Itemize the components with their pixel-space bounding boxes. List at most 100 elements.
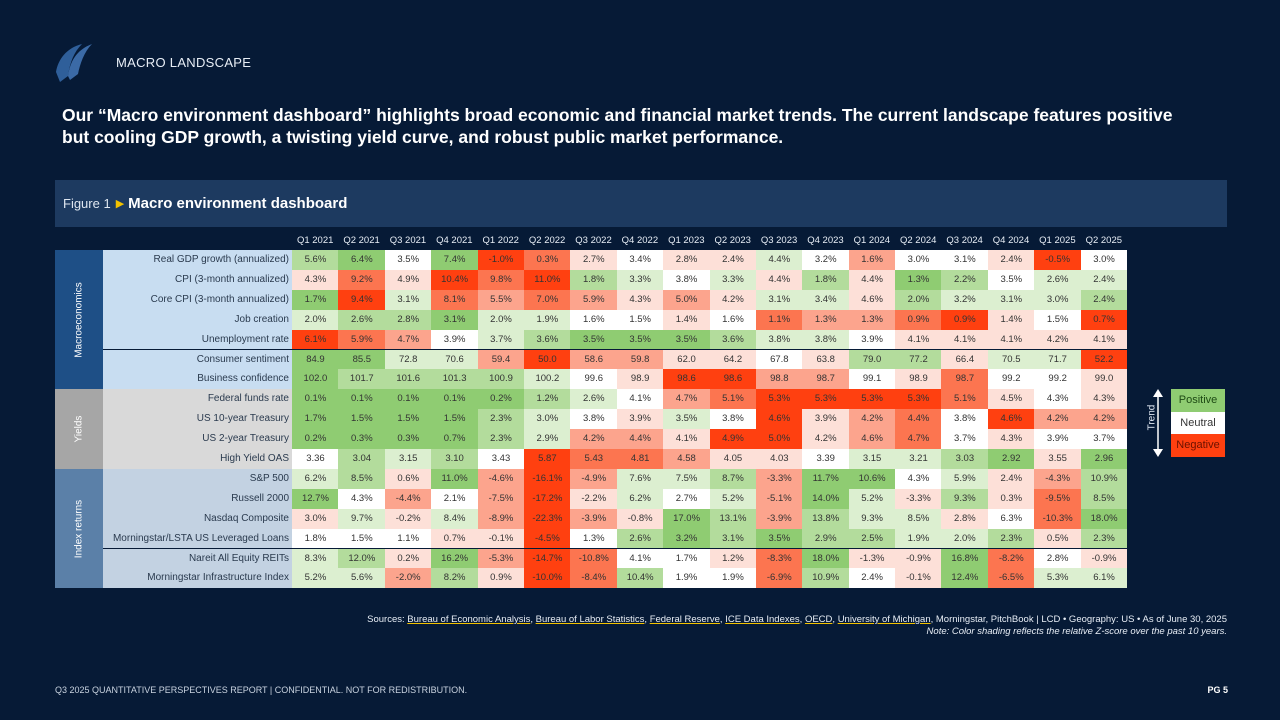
table-cell: 3.2% — [663, 528, 710, 549]
table-cell: 63.8 — [802, 349, 850, 370]
table-cell: 1.6% — [848, 250, 896, 270]
table-cell: -16.1% — [523, 468, 571, 489]
table-cell: 3.8% — [570, 409, 618, 430]
table-cell: 70.5 — [987, 349, 1035, 370]
table-cell: 5.5% — [477, 289, 525, 310]
table-cell: 18.0% — [802, 548, 850, 569]
source-link-bls[interactable]: Bureau of Labor Statistics — [535, 614, 645, 625]
table-cell: 1.9% — [895, 528, 942, 549]
table-cell: 2.8% — [1034, 548, 1082, 569]
table-cell: 5.2% — [709, 488, 757, 509]
table-cell: -5.3% — [477, 548, 525, 569]
figure-title: Macro environment dashboard — [128, 195, 348, 212]
column-header: Q3 2023 — [760, 235, 798, 246]
table-cell: -3.3% — [895, 488, 942, 509]
column-header: Q4 2024 — [992, 235, 1030, 246]
table-cell: -10.3% — [1034, 508, 1082, 529]
table-cell: 0.3% — [338, 429, 386, 449]
table-cell: 2.4% — [1080, 289, 1128, 310]
table-cell: 70.6 — [431, 349, 479, 370]
table-cell: 2.0% — [477, 309, 525, 330]
table-cell: 3.1% — [431, 309, 479, 330]
row-label: CPI (3-month annualized) — [103, 269, 292, 290]
table-cell: 4.3% — [1080, 389, 1128, 410]
table-cell: 3.5% — [616, 329, 664, 350]
table-cell: 2.3% — [1080, 528, 1128, 549]
group-label-yields: Yields — [55, 389, 103, 469]
table-cell: 3.15 — [848, 449, 896, 469]
source-link-umich[interactable]: University of Michigan — [837, 614, 931, 625]
table-cell: 0.5% — [1034, 528, 1082, 549]
column-header: Q3 2022 — [575, 235, 612, 246]
table-cell: 7.6% — [616, 468, 664, 489]
table-cell: 16.2% — [431, 548, 479, 569]
table-cell: 0.3% — [987, 488, 1035, 509]
table-cell: 1.8% — [292, 528, 339, 549]
table-cell: 12.0% — [338, 548, 386, 569]
column-header: Q2 2025 — [1085, 235, 1123, 246]
table-cell: 3.21 — [895, 449, 942, 469]
table-cell: 4.4% — [848, 269, 896, 290]
table-cell: 4.05 — [709, 449, 757, 469]
table-cell: 10.6% — [848, 468, 896, 489]
group-name: Index returns — [73, 499, 85, 558]
table-cell: 1.1% — [755, 309, 803, 330]
column-header: Q1 2024 — [853, 235, 891, 246]
table-cell: 5.9% — [570, 289, 618, 310]
table-cell: 3.7% — [941, 429, 989, 449]
table-cell: 18.0% — [1080, 508, 1128, 529]
headline: Our “Macro environment dashboard” highli… — [62, 105, 1173, 147]
table-cell: 98.8 — [755, 369, 803, 390]
table-cell: 2.4% — [709, 250, 757, 270]
table-cell: 101.3 — [431, 369, 479, 390]
logo-icon — [56, 44, 92, 82]
table-cell: 4.3% — [987, 429, 1035, 449]
table-cell: 3.8% — [802, 329, 850, 350]
table-cell: 5.3% — [1034, 568, 1082, 589]
source-link-fed[interactable]: Federal Reserve — [649, 614, 720, 625]
source-link-bea[interactable]: Bureau of Economic Analysis — [407, 614, 531, 625]
table-cell: 1.5% — [338, 528, 386, 549]
table-cell: 7.5% — [663, 468, 710, 489]
table-cell: 3.43 — [477, 449, 525, 469]
table-cell: 2.6% — [616, 528, 664, 549]
table-cell: 5.3% — [755, 389, 803, 410]
row-label: Nareit All Equity REITs — [103, 548, 292, 569]
table-cell: 0.7% — [431, 429, 479, 449]
table-cell: 2.2% — [941, 269, 989, 290]
table-cell: 2.4% — [848, 568, 896, 589]
row-label: Unemployment rate — [103, 329, 292, 350]
table-cell: 3.0% — [1080, 250, 1128, 270]
table-cell: -5.1% — [755, 488, 803, 509]
table-cell: 99.2 — [1034, 369, 1082, 390]
table-cell: 11.7% — [802, 468, 850, 489]
sources-suffix: , Morningstar, PitchBook | LCD • Geograp… — [930, 614, 1227, 625]
row-label: Business confidence — [103, 369, 292, 390]
table-cell: 10.4% — [431, 269, 479, 290]
table-cell: -0.1% — [895, 568, 942, 589]
table-cell: 5.2% — [292, 568, 339, 589]
table-cell: 6.4% — [338, 250, 386, 270]
table-cell: 5.9% — [338, 329, 386, 350]
table-cell: 9.2% — [338, 269, 386, 290]
table-cell: 3.03 — [941, 449, 989, 469]
table-cell: 0.1% — [431, 389, 479, 410]
table-cell: -0.1% — [477, 528, 525, 549]
table-cell: 3.39 — [802, 449, 850, 469]
table-cell: 1.5% — [616, 309, 664, 330]
table-cell: -4.3% — [1034, 468, 1082, 489]
table-cell: -4.4% — [384, 488, 432, 509]
table-cell: -0.9% — [895, 548, 942, 569]
table-cell: 2.3% — [987, 528, 1035, 549]
table-cell: 4.2% — [1080, 409, 1128, 430]
table-cell: 98.6 — [663, 369, 710, 390]
source-link-ice[interactable]: ICE Data Indexes — [725, 614, 800, 625]
table-cell: 3.9% — [616, 409, 664, 430]
table-cell: 2.96 — [1080, 449, 1128, 469]
table-cell: 58.6 — [570, 349, 618, 370]
source-link-oecd[interactable]: OECD — [804, 614, 833, 625]
table-cell: 5.3% — [802, 389, 850, 410]
table-cell: 2.7% — [663, 488, 710, 509]
table-cell: 2.8% — [663, 250, 710, 270]
table-cell: 1.2% — [709, 548, 757, 569]
